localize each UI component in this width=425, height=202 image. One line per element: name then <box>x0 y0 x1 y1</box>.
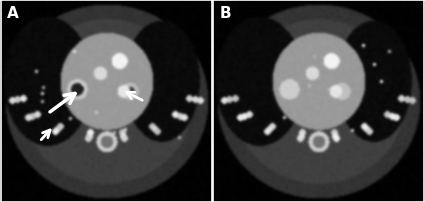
Text: B: B <box>220 6 231 21</box>
Text: A: A <box>7 6 19 21</box>
